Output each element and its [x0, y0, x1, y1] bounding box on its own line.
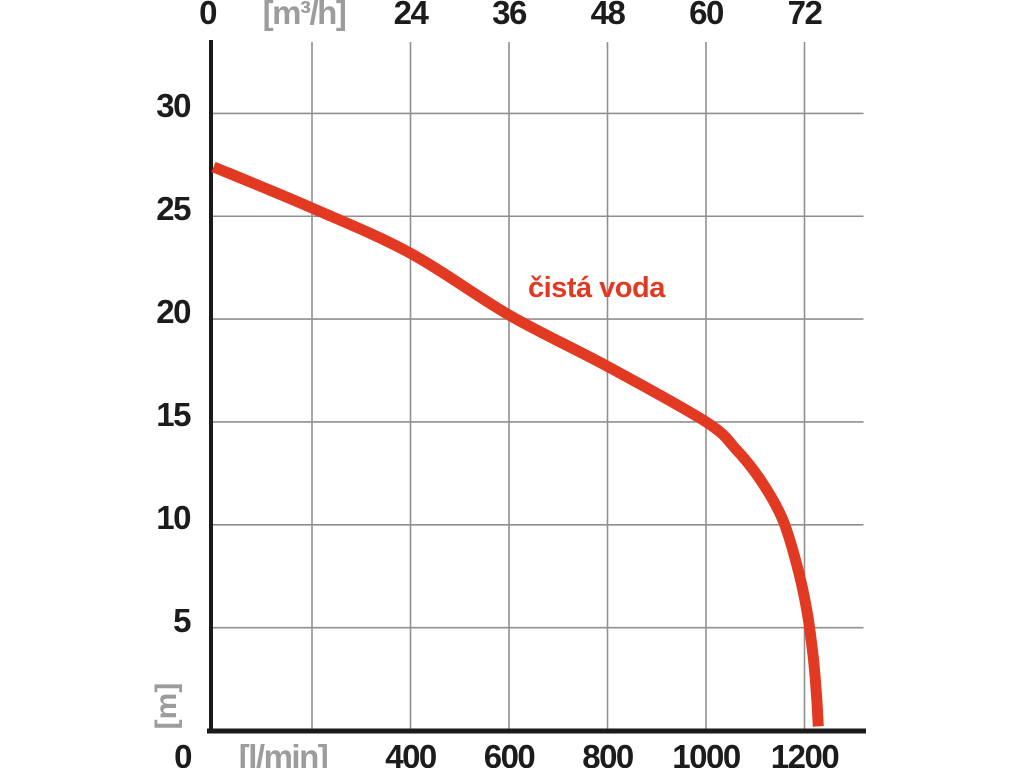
tick-label: 15: [156, 395, 191, 433]
tick-label: 10: [156, 498, 191, 536]
pump-curve: [211, 161, 824, 727]
tick-label: 48: [590, 0, 626, 31]
tick-label: 5: [173, 601, 191, 639]
tick-label: 1000: [672, 738, 741, 768]
y-axis-unit-label: [m]: [150, 682, 183, 730]
tick-label: 0: [174, 738, 192, 768]
tick-label: 72: [787, 0, 823, 31]
tick-label: 30: [156, 87, 191, 125]
tick-label: 25: [156, 190, 191, 228]
tick-label: 60: [689, 0, 724, 31]
tick-label: 400: [385, 738, 437, 768]
tick-label: 36: [492, 0, 527, 31]
tick-label: 20: [156, 293, 191, 331]
tick-label: 800: [582, 738, 634, 768]
tick-label: 600: [483, 738, 536, 768]
tick-label: 0: [199, 0, 217, 31]
tick-label: 24: [393, 0, 429, 31]
tick-label: [l/min]: [238, 738, 329, 768]
tick-label: 1200: [770, 738, 840, 768]
series-label: čistá voda: [528, 272, 665, 304]
tick-label: [m³/h]: [262, 0, 347, 31]
